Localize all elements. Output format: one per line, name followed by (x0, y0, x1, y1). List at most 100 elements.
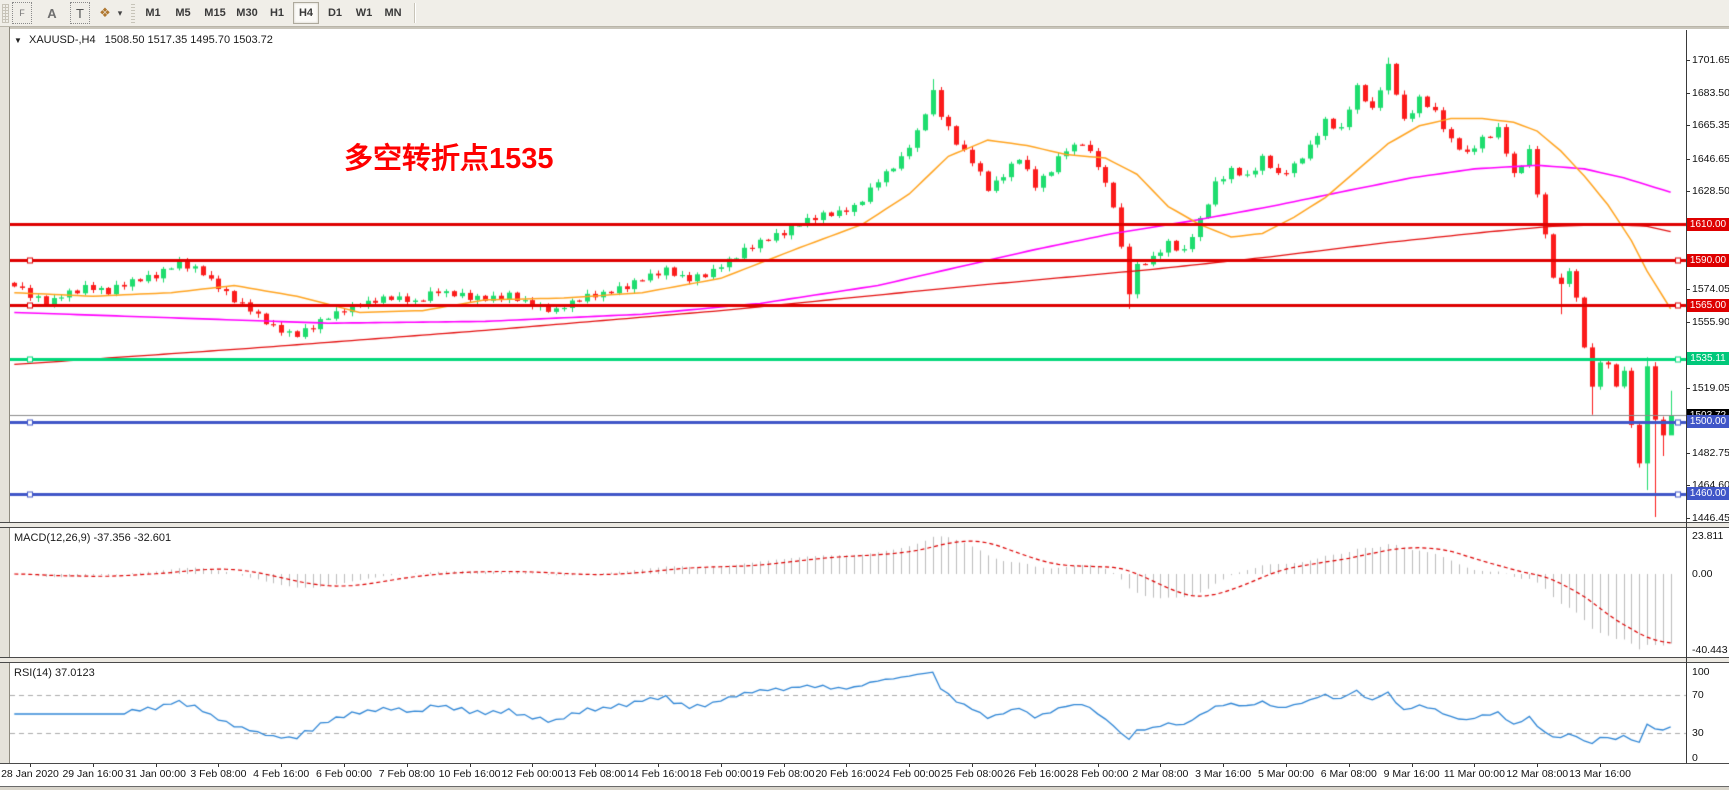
pane-splitter-macd-rsi[interactable] (0, 657, 1729, 663)
bottom-strip (0, 786, 1729, 790)
grid-f-tool-icon[interactable]: F (12, 2, 32, 24)
time-axis-label: 6 Mar 08:00 (1320, 768, 1377, 780)
macd-label: MACD(12,26,9) -37.356 -32.601 (14, 532, 172, 544)
symbol-label: XAUUSD-,H4 (28, 34, 96, 46)
time-axis-label: 5 Mar 00:00 (1257, 768, 1315, 780)
time-axis-label: 12 Mar 08:00 (1506, 768, 1569, 780)
arrows-tool-icon[interactable]: ❖ (96, 2, 114, 24)
tf-w1-button[interactable]: W1 (351, 2, 377, 24)
tf-d1-label: D1 (327, 7, 343, 19)
price-axis[interactable]: 23.811 0.00 -40.443 100 70 30 0 1701.65 1… (1686, 27, 1729, 764)
price-axis-border (1686, 30, 1687, 766)
price-tick-mark (1686, 191, 1690, 193)
time-tick-mark (783, 764, 785, 767)
arrows-caret-glyph: ▾ (117, 7, 123, 18)
time-tick-mark (658, 764, 659, 767)
price-tick-mark (1686, 289, 1690, 290)
chart-window: ▼ XAUUSD-,H4 1508.50 1517.35 1495.70 150… (0, 27, 1729, 790)
price-tick-mark (1686, 158, 1690, 160)
tf-h1-button[interactable]: H1 (264, 2, 290, 24)
tf-m30-button[interactable]: M30 (232, 2, 262, 24)
pane-splitter-main-macd[interactable] (0, 522, 1729, 528)
time-tick-mark (1474, 764, 1476, 767)
time-axis-label: 10 Feb 16:00 (438, 768, 501, 780)
symbol-title[interactable]: ▼ XAUUSD-,H4 1508.50 1517.35 1495.70 150… (14, 34, 273, 46)
time-tick-mark (595, 764, 597, 767)
toolbar-grip[interactable] (2, 4, 9, 23)
tf-m1-label: M1 (145, 7, 161, 19)
main-price-chart-canvas[interactable] (10, 30, 1686, 522)
time-axis-label: 3 Mar 16:00 (1195, 768, 1252, 780)
macd-scale-zero: 0.00 (1692, 568, 1713, 580)
chart-text-annotation[interactable]: 多空转折点1535 (344, 143, 554, 175)
time-tick-mark (720, 764, 722, 767)
rsi-scale-70: 70 (1692, 689, 1704, 701)
time-tick-mark (909, 764, 911, 767)
price-tick-label: 1701.65 (1692, 54, 1729, 66)
tf-m5-button[interactable]: M5 (170, 2, 196, 24)
time-axis-label: 25 Feb 08:00 (941, 768, 1003, 780)
time-axis-label: 26 Feb 16:00 (1003, 768, 1066, 780)
time-axis-label: 4 Feb 16:00 (253, 768, 310, 780)
macd-indicator-canvas[interactable] (10, 528, 1686, 657)
top-toolbar: F A T ❖ ▾ M1 M5 M15 M30 H1 H4 D1 W1 MN (0, 0, 1729, 27)
arrows-dropdown-icon[interactable]: ▾ (114, 2, 126, 24)
text-box-tool-icon[interactable]: T (70, 2, 90, 24)
tf-mn-button[interactable]: MN (380, 2, 406, 24)
price-tick-label: 1683.50 (1692, 86, 1729, 99)
text-t-glyph: T (76, 5, 84, 21)
price-tick-mark (1686, 518, 1690, 519)
time-axis-label: 11 Mar 00:00 (1443, 768, 1505, 780)
price-tick-label: 1555.90 (1692, 315, 1729, 328)
price-tag-1590.00: 1590.00 (1687, 253, 1729, 267)
time-axis-label: 6 Feb 00:00 (315, 768, 373, 780)
time-axis-label: 14 Feb 16:00 (627, 768, 689, 780)
price-tick-mark (1686, 452, 1690, 454)
price-tick-label: 1482.75 (1692, 446, 1729, 459)
time-axis-label: 2 Mar 08:00 (1132, 768, 1189, 780)
time-axis-label: 28 Feb 00:00 (1066, 768, 1129, 780)
time-axis-label: 12 Feb 00:00 (501, 768, 564, 780)
time-axis-label: 18 Feb 00:00 (689, 768, 752, 780)
toolbar-grip-2[interactable] (131, 4, 135, 23)
tf-w1-label: W1 (355, 7, 373, 19)
time-axis-label: 24 Feb 00:00 (878, 768, 941, 780)
time-tick-mark (532, 764, 534, 767)
time-axis-label: 9 Mar 16:00 (1383, 768, 1440, 780)
tf-m1-button[interactable]: M1 (140, 2, 166, 24)
price-tag-1500.00: 1500.00 (1687, 415, 1729, 429)
price-tick-mark (1686, 60, 1690, 61)
rsi-indicator-canvas[interactable] (10, 663, 1686, 763)
time-tick-mark (1348, 764, 1350, 767)
rsi-scale-100: 100 (1692, 666, 1710, 678)
grid-f-glyph: F (19, 8, 25, 18)
time-tick-mark (1223, 764, 1225, 767)
price-tag-1535.11: 1535.11 (1687, 352, 1729, 366)
time-axis-label: 3 Feb 08:00 (190, 768, 247, 780)
tf-m5-label: M5 (175, 7, 191, 19)
price-tick-label: 1628.50 (1692, 185, 1729, 198)
text-label-tool-icon[interactable]: A (42, 2, 62, 24)
tf-h4-button[interactable]: H4 (293, 2, 319, 24)
time-tick-mark (1600, 764, 1601, 767)
time-tick-mark (972, 764, 973, 767)
tf-m15-button[interactable]: M15 (200, 2, 230, 24)
tf-h4-label: H4 (298, 7, 314, 19)
price-tick-label: 1574.05 (1692, 283, 1729, 295)
chart-window-left-border (0, 27, 10, 790)
symbol-dropdown-icon[interactable]: ▼ (14, 36, 22, 45)
toolbar-separator (414, 3, 416, 23)
time-tick-mark (846, 764, 848, 767)
price-tick-label: 1665.35 (1692, 119, 1729, 132)
time-axis[interactable]: 28 Jan 2020 29 Jan 16:00 31 Jan 00:00 3 Feb… (0, 763, 1729, 786)
price-tick-mark (1686, 485, 1690, 487)
time-tick-mark (155, 764, 157, 767)
time-axis-label: 20 Feb 16:00 (815, 768, 878, 780)
price-tag-1460.00: 1460.00 (1687, 487, 1729, 501)
rsi-scale-0: 0 (1692, 752, 1698, 764)
price-tick-label: 1446.45 (1692, 512, 1729, 524)
time-tick-mark (406, 764, 408, 767)
tf-h1-label: H1 (269, 7, 285, 19)
tf-d1-button[interactable]: D1 (322, 2, 348, 24)
price-tick-mark (1686, 92, 1690, 94)
